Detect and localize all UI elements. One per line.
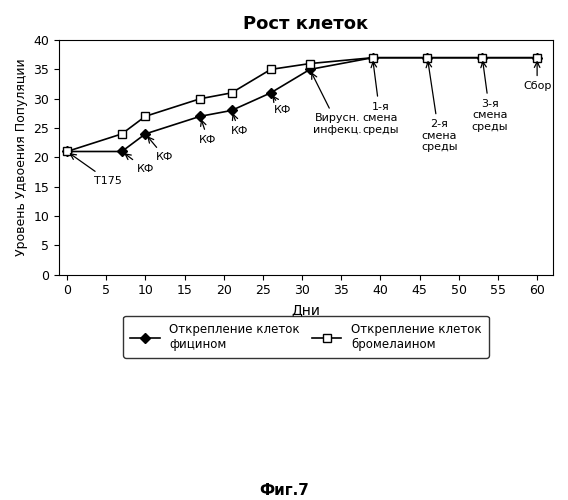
Text: КФ: КФ: [273, 96, 291, 116]
Text: 3-я
смена
среды: 3-я смена среды: [472, 62, 508, 132]
Text: Т175: Т175: [70, 154, 122, 186]
Title: Рост клеток: Рост клеток: [244, 15, 369, 33]
Text: КФ: КФ: [148, 137, 174, 162]
Text: КФ: КФ: [199, 120, 217, 144]
Text: 2-я
смена
среды: 2-я смена среды: [421, 62, 457, 152]
Text: Вирусн.
инфекц.: Вирусн. инфекц.: [312, 73, 362, 135]
Legend: Открепление клеток
фицином, Открепление клеток
бромелаином: Открепление клеток фицином, Открепление …: [123, 316, 488, 358]
Text: 1-я
смена
среды: 1-я смена среды: [362, 62, 399, 135]
Text: Сбор: Сбор: [523, 62, 552, 91]
X-axis label: Дни: Дни: [291, 303, 320, 317]
Text: Фиг.7: Фиг.7: [259, 483, 309, 498]
Text: КФ: КФ: [231, 114, 248, 136]
Text: КФ: КФ: [125, 154, 154, 174]
Y-axis label: Уровень Удвоения Популяции: Уровень Удвоения Популяции: [15, 58, 28, 256]
